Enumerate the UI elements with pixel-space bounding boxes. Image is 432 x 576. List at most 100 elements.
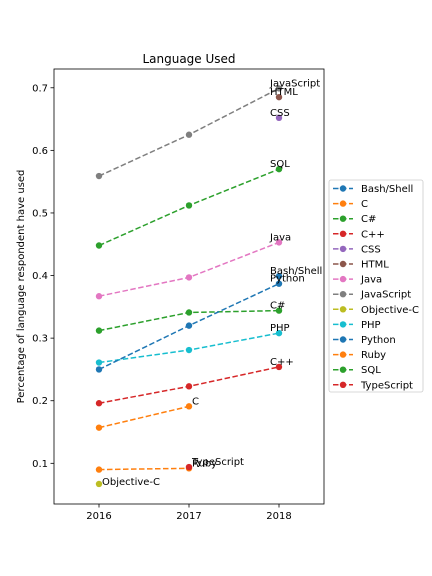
- data-point-c: [185, 383, 193, 390]
- annotation-c: C: [192, 396, 199, 407]
- annotation-ruby: Ruby: [192, 458, 217, 469]
- annotation-sql: SQL: [270, 159, 290, 170]
- legend-item-c[interactable]: C#: [333, 214, 376, 225]
- series-layer: [95, 85, 283, 488]
- data-point-php: [185, 346, 193, 354]
- annotation-typescript: TypeScript: [191, 457, 244, 468]
- legend-item-typescript[interactable]: TypeScript: [333, 380, 413, 391]
- series-css: [275, 114, 283, 122]
- legend-item-c[interactable]: C: [333, 199, 368, 210]
- legend-swatch-marker: [339, 200, 347, 207]
- series-line-ruby: [98, 467, 190, 471]
- legend-swatch-marker: [339, 275, 347, 283]
- series-python: [95, 280, 283, 373]
- series-java: [95, 239, 283, 300]
- legend-swatch-marker: [339, 245, 347, 253]
- series-javascript: [95, 85, 283, 180]
- legend-item-php[interactable]: PHP: [333, 320, 381, 331]
- legend-swatch-marker: [339, 215, 347, 222]
- data-point-javascript: [275, 85, 283, 92]
- y-tick-label: 0.4: [32, 271, 48, 282]
- data-point-css: [275, 114, 283, 122]
- legend-item-objective-c[interactable]: Objective-C: [333, 305, 419, 316]
- legend-label: C#: [361, 214, 376, 225]
- annotation-c: C++: [270, 357, 294, 368]
- series-c: [95, 363, 283, 407]
- legend-item-java[interactable]: Java: [333, 275, 382, 286]
- legend-item-sql[interactable]: SQL: [333, 365, 381, 376]
- annotation-javascript: JavaScript: [269, 78, 320, 89]
- legend-label: TypeScript: [360, 380, 413, 391]
- series-c: [95, 307, 283, 334]
- data-point-c: [185, 309, 193, 316]
- series-objective-c: [95, 480, 103, 488]
- y-tick-label: 0.7: [32, 83, 48, 94]
- legend-label: SQL: [361, 365, 381, 376]
- y-tick-label: 0.6: [32, 146, 48, 157]
- y-axis-label: Percentage of language respondent have u…: [16, 170, 27, 404]
- data-point-c: [95, 400, 103, 407]
- data-point-c: [275, 307, 283, 314]
- data-point-php: [275, 329, 283, 337]
- series-bash-shell: [275, 272, 283, 280]
- legend-swatch-marker: [339, 321, 347, 328]
- data-point-bash-shell: [275, 272, 283, 280]
- legend-swatch-marker: [339, 306, 347, 313]
- legend-label: Java: [360, 275, 382, 286]
- legend-swatch-marker: [339, 230, 347, 237]
- legend-item-css[interactable]: CSS: [333, 244, 381, 255]
- legend-swatch-marker: [339, 366, 347, 373]
- data-point-sql: [185, 202, 193, 209]
- data-point-html: [275, 93, 283, 101]
- legend-item-c[interactable]: C++: [333, 229, 385, 240]
- y-tick-label: 0.1: [32, 459, 48, 470]
- legend-label: Bash/Shell: [361, 184, 413, 195]
- legend-swatch-marker: [339, 185, 347, 192]
- data-point-c: [275, 363, 283, 371]
- legend-label: Objective-C: [361, 305, 419, 316]
- y-axis: 0.1 0.2 0.3 0.4 0.5 0.6 0.7: [32, 83, 54, 470]
- annotation-c: C#: [270, 301, 285, 312]
- series-sql: [95, 165, 283, 249]
- legend-item-python[interactable]: Python: [333, 335, 396, 346]
- data-point-java: [95, 293, 103, 300]
- legend[interactable]: Bash/Shell C C# C++ CSS HTML Java JavaScript Obj…: [328, 179, 424, 393]
- x-tick-label: 2016: [86, 511, 111, 522]
- annotation-php: PHP: [270, 323, 290, 334]
- legend-swatch-marker: [339, 381, 347, 388]
- data-point-ruby: [95, 466, 103, 473]
- legend-swatch-marker: [339, 336, 347, 343]
- data-point-c: [95, 327, 103, 334]
- data-point-c: [185, 403, 193, 410]
- legend-label: Python: [361, 335, 396, 346]
- legend-swatch-marker: [339, 291, 347, 298]
- data-point-objective-c: [95, 480, 103, 488]
- data-point-python: [275, 280, 283, 287]
- chart-title: Language Used: [142, 52, 235, 66]
- series-php: [95, 329, 283, 366]
- annotation-java: Java: [269, 232, 291, 243]
- legend-label: C: [361, 199, 368, 210]
- legend-item-javascript[interactable]: JavaScript: [333, 290, 411, 301]
- legend-item-html[interactable]: HTML: [333, 260, 389, 271]
- data-point-javascript: [185, 131, 193, 138]
- annotation-objective-c: Objective-C: [102, 477, 160, 488]
- data-point-java: [185, 274, 193, 281]
- data-point-php: [95, 359, 103, 366]
- data-point-javascript: [95, 172, 103, 180]
- legend-item-ruby[interactable]: Ruby: [333, 350, 386, 361]
- annotation-css: CSS: [270, 108, 290, 119]
- annotation-html: HTML: [270, 87, 298, 98]
- data-point-python: [95, 366, 103, 373]
- x-axis: 2016 2017 2018: [86, 504, 292, 522]
- legend-swatch-marker: [339, 260, 347, 268]
- series-c: [95, 403, 193, 431]
- legend-swatch-marker: [339, 351, 347, 358]
- data-point-python: [185, 322, 193, 329]
- legend-item-bash-shell[interactable]: Bash/Shell: [333, 184, 413, 195]
- legend-label: CSS: [361, 244, 381, 255]
- data-point-java: [275, 239, 283, 246]
- data-point-sql: [95, 242, 103, 249]
- y-tick-label: 0.2: [32, 396, 48, 407]
